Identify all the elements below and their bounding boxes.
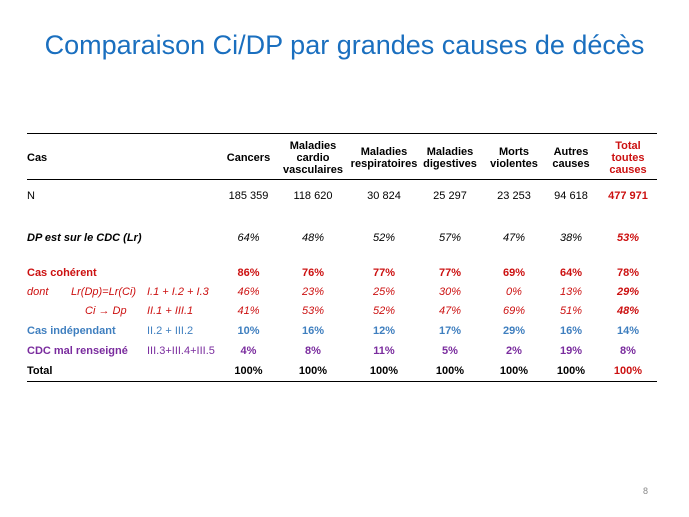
header-cardio-line3: vasculaires — [283, 164, 343, 176]
cell: 5% — [442, 345, 458, 357]
cell: 100% — [298, 365, 328, 377]
row-code: III.3+III.4+III.5 — [147, 345, 215, 357]
cell: 25% — [372, 286, 396, 298]
cell-total: 53% — [616, 232, 640, 244]
cell: 19% — [559, 345, 583, 357]
cell: 69% — [502, 267, 526, 279]
header-cardio-line1: Maladies — [289, 140, 337, 152]
header-dig: Maladies digestives — [419, 146, 481, 170]
cell: 69% — [502, 305, 526, 317]
cell: 100% — [556, 365, 586, 377]
cell: 2% — [506, 345, 522, 357]
cell: 16% — [559, 325, 583, 337]
cell: 100% — [234, 365, 263, 377]
row-label: Cas indépendant — [27, 325, 116, 337]
cell: 100% — [499, 365, 529, 377]
header-morts-line1: Morts — [499, 146, 529, 158]
cell: 29% — [502, 325, 526, 337]
cell: 25 297 — [433, 190, 467, 202]
cell: 57% — [438, 232, 462, 244]
header-resp: Maladies respiratoires — [349, 146, 419, 170]
cell-total: 8% — [620, 345, 636, 357]
cell: 17% — [438, 325, 462, 337]
cell: 30 824 — [367, 190, 401, 202]
cell: 30% — [438, 286, 462, 298]
cell: 12% — [372, 325, 396, 337]
header-autres-line2: causes — [552, 158, 590, 170]
row-code: I.1 + I.2 + I.3 — [147, 286, 209, 298]
cell: 8% — [305, 345, 321, 357]
cell-total: 14% — [616, 325, 640, 337]
cell: 47% — [438, 305, 462, 317]
cell: 51% — [559, 305, 583, 317]
cell: 100% — [369, 365, 399, 377]
cell: 38% — [559, 232, 583, 244]
cell: 52% — [372, 305, 396, 317]
header-total-line3: causes — [609, 164, 647, 176]
header-dig-line2: digestives — [423, 158, 477, 170]
row-code: II.1 + III.1 — [147, 305, 194, 317]
row-code: II.2 + III.2 — [147, 325, 194, 337]
cell: 47% — [502, 232, 526, 244]
cell: 86% — [237, 267, 260, 279]
row-label: Cas cohérent — [27, 267, 97, 279]
header-cas: Cas — [27, 152, 48, 164]
table-bottom-rule — [27, 381, 657, 382]
header-total: Total toutes causes — [601, 140, 655, 176]
cell: 23 253 — [497, 190, 531, 202]
page-number: 8 — [642, 486, 648, 496]
cell: 23% — [301, 286, 325, 298]
table-header: Cas Cancers Maladies cardio vasculaires … — [27, 136, 657, 176]
cell: 16% — [301, 325, 325, 337]
row-label: dont — [27, 286, 49, 298]
header-resp-line1: Maladies — [360, 146, 408, 158]
cell-total: 78% — [616, 267, 640, 279]
row-label: DP est sur le CDC (Lr) — [27, 232, 142, 244]
cell: 48% — [301, 232, 325, 244]
cell: 0% — [506, 286, 522, 298]
cell: 118 620 — [293, 190, 333, 202]
cell: 4% — [240, 345, 257, 357]
cell: 185 359 — [228, 190, 269, 202]
cell: 41% — [237, 305, 260, 317]
header-resp-line2: respiratoires — [350, 158, 418, 170]
cell: 77% — [438, 267, 462, 279]
cell-total: 29% — [616, 286, 640, 298]
row-sublabel: Ci → Dp — [85, 305, 127, 317]
row-label: N — [27, 190, 35, 202]
cell: 100% — [435, 365, 465, 377]
header-cancers: Cancers — [226, 152, 271, 164]
cell: 11% — [373, 345, 395, 357]
cell: 94 618 — [554, 190, 588, 202]
table-header-rule — [27, 179, 657, 180]
row-label: CDC mal renseigné — [27, 345, 128, 357]
header-dig-line1: Maladies — [426, 146, 474, 158]
slide-title: Comparaison Ci/DP par grandes causes de … — [44, 30, 645, 60]
table-top-rule — [27, 133, 657, 134]
header-autres: Autres causes — [543, 146, 599, 170]
header-autres-line1: Autres — [553, 146, 589, 158]
header-morts-line2: violentes — [490, 158, 538, 170]
cell: 76% — [301, 267, 325, 279]
header-cardio: Maladies cardio vasculaires — [282, 140, 344, 176]
row-sublabel: Lr(Dp)=Lr(Ci) — [71, 286, 137, 298]
header-total-line1: Total — [615, 140, 641, 152]
cell: 46% — [237, 286, 260, 298]
cell: 77% — [372, 267, 396, 279]
cell: 10% — [237, 325, 260, 337]
header-cardio-line2: cardio — [296, 152, 330, 164]
header-morts: Morts violentes — [485, 146, 543, 170]
cell: 64% — [237, 232, 260, 244]
row-label: Total — [27, 365, 53, 377]
header-total-line2: toutes — [611, 152, 645, 164]
cell: 53% — [301, 305, 325, 317]
cell: 13% — [559, 286, 583, 298]
cell-total: 477 971 — [608, 190, 648, 202]
cell-total: 48% — [616, 305, 640, 317]
cell: 52% — [372, 232, 396, 244]
cell-total: 100% — [613, 365, 643, 377]
cell: 64% — [559, 267, 583, 279]
